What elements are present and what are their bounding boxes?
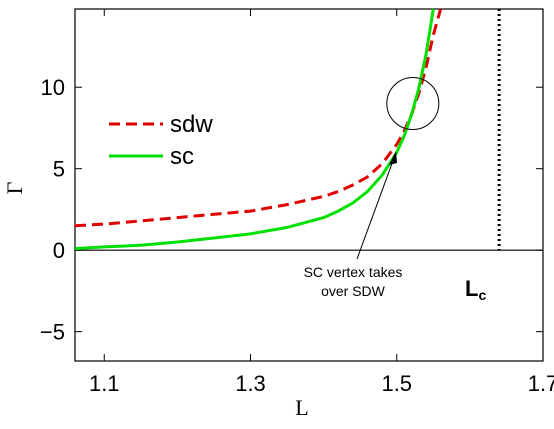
series-line-sc <box>74 8 435 251</box>
series-line-sdw <box>74 8 443 228</box>
plot-frame <box>74 8 544 362</box>
x-tick-label: 1.3 <box>235 371 266 396</box>
y-tick-label: 0 <box>53 238 65 263</box>
annotation-line2: over SDW <box>321 283 386 299</box>
legend-sdw-label: sdw <box>170 111 213 138</box>
y-tick-label: −5 <box>40 320 65 345</box>
legend: sdw sc <box>109 111 213 170</box>
series-group <box>74 8 443 251</box>
annotation-arrow-head <box>389 151 397 165</box>
x-tick-label: 1.5 <box>381 371 412 396</box>
legend-sc-label: sc <box>170 143 194 170</box>
y-tick-label: 10 <box>41 75 65 100</box>
axes-ticks: 1.1 1.3 1.5 1.7 −5 0 5 10 <box>40 9 554 396</box>
x-tick-label: 1.7 <box>528 371 554 396</box>
annotation-line1: SC vertex takes <box>304 264 403 280</box>
x-tick-label: 1.1 <box>89 371 120 396</box>
crossing-circle <box>386 77 440 131</box>
y-tick-label: 5 <box>53 157 65 182</box>
y-axis-label: Γ <box>2 181 27 194</box>
annotation-arrow-shaft <box>356 157 395 260</box>
critical-label: Lc <box>465 276 486 303</box>
x-axis-label: L <box>295 395 308 420</box>
